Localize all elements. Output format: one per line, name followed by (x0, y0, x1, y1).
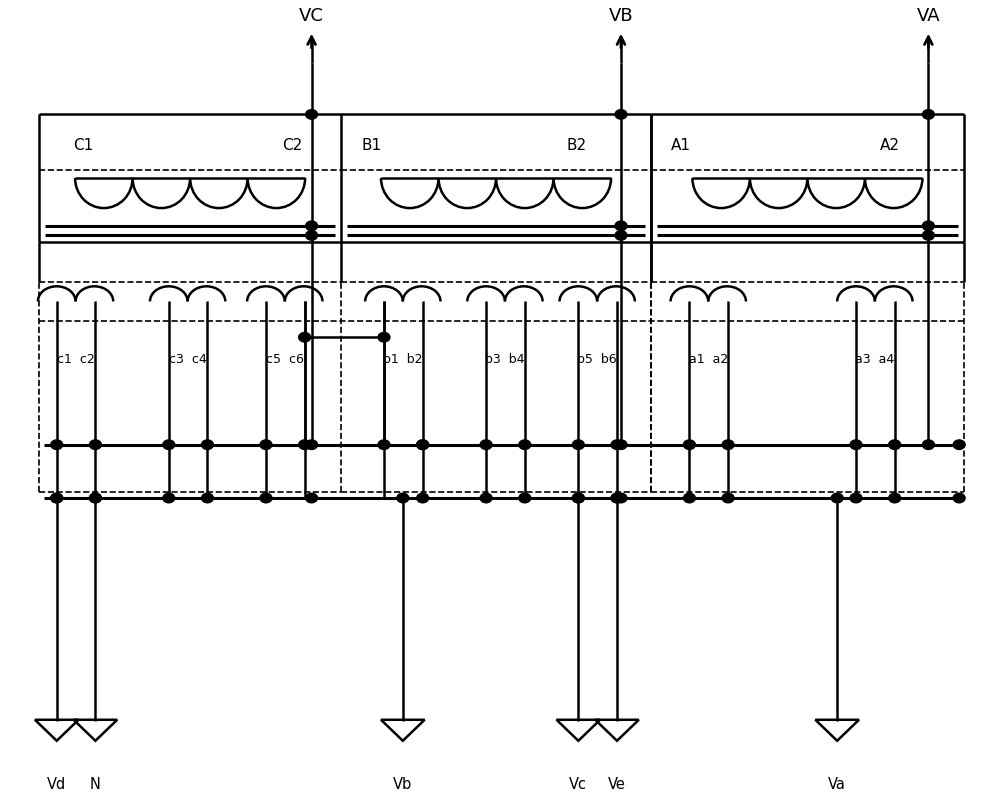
Circle shape (850, 440, 862, 449)
Circle shape (922, 221, 934, 230)
Circle shape (519, 493, 531, 503)
Text: B2: B2 (566, 138, 587, 153)
Circle shape (953, 440, 965, 449)
Circle shape (889, 440, 901, 449)
Text: VB: VB (609, 7, 633, 25)
Circle shape (397, 493, 409, 503)
Circle shape (480, 440, 492, 449)
Circle shape (572, 493, 584, 503)
Text: Vc: Vc (569, 777, 587, 792)
Circle shape (922, 230, 934, 240)
Circle shape (417, 440, 429, 449)
Text: b3  b4: b3 b4 (485, 353, 525, 366)
Text: A2: A2 (880, 138, 900, 153)
Circle shape (299, 440, 311, 449)
Circle shape (306, 493, 318, 503)
Circle shape (306, 230, 318, 240)
Text: C2: C2 (282, 138, 302, 153)
Circle shape (889, 493, 901, 503)
Circle shape (480, 493, 492, 503)
Circle shape (51, 440, 63, 449)
Circle shape (831, 493, 843, 503)
Text: a1  a2: a1 a2 (689, 353, 728, 366)
Text: b5  b6: b5 b6 (577, 353, 617, 366)
Text: c1  c2: c1 c2 (57, 353, 94, 366)
Circle shape (378, 440, 390, 449)
Circle shape (953, 493, 965, 503)
Text: c5  c6: c5 c6 (266, 353, 304, 366)
Circle shape (89, 493, 101, 503)
Text: c3  c4: c3 c4 (169, 353, 207, 366)
Text: Ve: Ve (608, 777, 626, 792)
Circle shape (572, 493, 584, 503)
Text: Vb: Vb (393, 777, 412, 792)
Circle shape (611, 440, 623, 449)
Circle shape (417, 440, 429, 449)
Circle shape (260, 493, 272, 503)
Circle shape (306, 109, 318, 119)
Circle shape (202, 493, 213, 503)
Circle shape (306, 221, 318, 230)
Text: b1  b2: b1 b2 (383, 353, 423, 366)
Text: Va: Va (828, 777, 846, 792)
Text: Vd: Vd (47, 777, 66, 792)
Circle shape (306, 440, 318, 449)
Circle shape (163, 440, 175, 449)
Circle shape (922, 109, 934, 119)
Circle shape (202, 440, 213, 449)
Circle shape (89, 440, 101, 449)
Circle shape (572, 440, 584, 449)
Circle shape (922, 440, 934, 449)
Circle shape (163, 493, 175, 503)
Circle shape (683, 493, 695, 503)
Circle shape (51, 493, 63, 503)
Text: N: N (90, 777, 101, 792)
Circle shape (615, 230, 627, 240)
Circle shape (260, 440, 272, 449)
Circle shape (683, 440, 695, 449)
Circle shape (611, 493, 623, 503)
Circle shape (722, 440, 734, 449)
Circle shape (611, 493, 623, 503)
Circle shape (615, 493, 627, 503)
Text: C1: C1 (74, 138, 94, 153)
Text: VC: VC (299, 7, 324, 25)
Circle shape (615, 109, 627, 119)
Circle shape (519, 440, 531, 449)
Text: a3  a4: a3 a4 (855, 353, 894, 366)
Circle shape (615, 221, 627, 230)
Circle shape (417, 493, 429, 503)
Circle shape (850, 493, 862, 503)
Circle shape (51, 493, 63, 503)
Circle shape (722, 493, 734, 503)
Circle shape (299, 333, 311, 342)
Circle shape (615, 440, 627, 449)
Circle shape (378, 333, 390, 342)
Text: VA: VA (917, 7, 940, 25)
Text: A1: A1 (671, 138, 691, 153)
Circle shape (89, 493, 101, 503)
Text: B1: B1 (361, 138, 381, 153)
